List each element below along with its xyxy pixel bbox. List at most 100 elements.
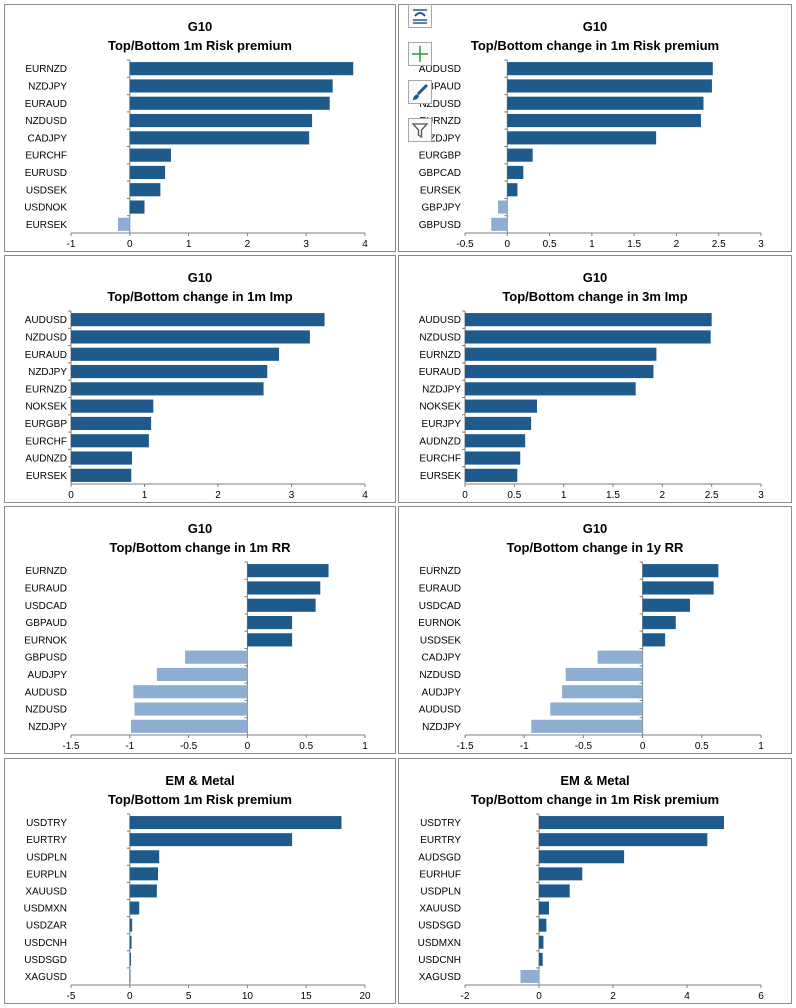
bar — [129, 884, 157, 898]
bar — [539, 850, 625, 864]
chart-elements-button[interactable] — [408, 42, 432, 66]
category-label: CADJPY — [28, 133, 68, 144]
category-label: AUDUSD — [419, 64, 461, 75]
bar — [71, 416, 152, 431]
chart-title: EM & Metal — [165, 773, 235, 788]
category-label: EURAUD — [25, 350, 67, 361]
category-label: USDCNH — [24, 938, 67, 949]
chart-filter-button[interactable] — [408, 118, 432, 142]
category-label: NZDJPY — [422, 722, 461, 733]
bar — [507, 183, 518, 197]
category-label: EURNZD — [25, 64, 67, 75]
x-tick-label: 0 — [640, 741, 646, 752]
x-tick-label: 1.5 — [606, 490, 620, 501]
category-label: NZDJPY — [28, 722, 67, 733]
bar — [71, 313, 325, 327]
category-label: GBPUSD — [419, 220, 461, 231]
bar — [71, 399, 154, 413]
bar-chart: -5 0 5 10 15 20 USDTRY EURTRY USDPLN EURPLN XAUUSD… — [24, 813, 371, 1002]
category-label: AUDUSD — [25, 315, 67, 326]
bar — [507, 62, 713, 76]
chart-style-button[interactable] — [408, 4, 432, 28]
category-label: NOKSEK — [419, 402, 461, 413]
x-tick-label: 2 — [610, 991, 616, 1002]
bar — [129, 850, 160, 864]
category-label: EURUSD — [25, 168, 67, 179]
category-label: EURJPY — [422, 419, 462, 430]
bar — [642, 564, 719, 578]
chart-title: G10 — [187, 521, 213, 536]
x-tick-label: 0.5 — [507, 490, 521, 501]
chart-title: G10 — [582, 521, 608, 536]
x-tick-label: 0.5 — [299, 741, 313, 752]
bar — [539, 952, 543, 966]
bar — [507, 113, 701, 128]
bar — [185, 650, 248, 664]
category-label: EURHUF — [419, 869, 461, 880]
x-tick-label: 0.5 — [543, 239, 557, 250]
x-tick-label: 4 — [362, 490, 368, 501]
bar — [465, 468, 518, 482]
category-label: AUDJPY — [422, 687, 462, 698]
x-tick-label: 3 — [758, 490, 764, 501]
chart-title: G10 — [187, 270, 213, 285]
category-label: GBPUSD — [25, 653, 67, 664]
bar — [465, 330, 711, 344]
bar-chart: 0 0.5 1 1.5 2 2.5 3 AUDUSD NZDUSD EURNZD EURAUD NZD… — [419, 310, 764, 501]
bar — [247, 615, 293, 630]
bar — [129, 96, 330, 110]
category-label: EURAUD — [419, 583, 461, 594]
x-tick-label: 1 — [589, 239, 595, 250]
bar — [129, 935, 132, 949]
bar — [134, 702, 248, 716]
category-label: USDNOK — [24, 203, 67, 214]
category-label: USDPLN — [26, 852, 67, 863]
category-label: NZDJPY — [28, 367, 67, 378]
bar — [156, 667, 248, 682]
category-label: EURNZD — [25, 384, 67, 395]
category-label: USDSGD — [24, 955, 67, 966]
bar — [642, 581, 714, 595]
chart-panel-4: G10 Top/Bottom change in 3m Imp 0 0.5 1 1.5… — [398, 255, 792, 503]
category-label: XAGUSD — [419, 972, 461, 983]
category-label: USDSEK — [420, 635, 461, 646]
x-tick-label: -1 — [125, 741, 134, 752]
chart-title: G10 — [187, 19, 213, 34]
chart-title: EM & Metal — [560, 773, 630, 788]
x-tick-label: 0 — [462, 490, 468, 501]
bar — [642, 598, 690, 612]
category-label: AUDNZD — [419, 436, 461, 447]
x-tick-label: 4 — [362, 239, 368, 250]
bar — [507, 165, 524, 180]
bar — [465, 416, 532, 431]
category-label: EURSEK — [26, 471, 67, 482]
bar — [247, 564, 329, 578]
category-label: EURTRY — [26, 835, 67, 846]
category-label: USDPLN — [420, 886, 461, 897]
bar-chart: -1 0 1 2 3 4 EURNZD NZDJPY EURAUD NZDUSD CADJPY EUR… — [24, 59, 368, 250]
bar — [71, 364, 268, 379]
bar — [565, 667, 643, 682]
x-tick-label: 4 — [684, 991, 690, 1002]
category-label: EURNOK — [24, 635, 67, 646]
chart-brush-button[interactable] — [408, 80, 432, 104]
chart-panel-5: G10 Top/Bottom change in 1m RR -1.5 -1 -0.… — [4, 506, 396, 754]
category-label: USDSEK — [26, 185, 67, 196]
category-label: AUDUSD — [419, 705, 461, 716]
chart-title: G10 — [582, 19, 608, 34]
chart-panel-8: EM & Metal Top/Bottom change in 1m Risk … — [398, 758, 792, 1004]
bar — [539, 867, 583, 881]
category-label: GBPJPY — [422, 203, 462, 214]
x-tick-label: 2.5 — [705, 490, 719, 501]
category-label: CADJPY — [422, 653, 462, 664]
bar — [562, 685, 643, 699]
chart-panel-2: G10 Top/Bottom change in 1m Risk premium… — [398, 4, 792, 252]
bar — [129, 867, 159, 881]
x-tick-label: 0 — [505, 239, 511, 250]
chart-subtitle: Top/Bottom change in 1m Imp — [107, 289, 293, 304]
bar — [129, 200, 145, 214]
category-label: NZDJPY — [28, 81, 67, 92]
bar — [507, 96, 704, 110]
chart-panel-6: G10 Top/Bottom change in 1y RR -1.5 -1 -0.… — [398, 506, 792, 754]
bar-chart: -0.5 0 0.5 1 1.5 2 2.5 3 AUDUSD GBPAUD NZDUSD EURNZ… — [419, 59, 764, 250]
